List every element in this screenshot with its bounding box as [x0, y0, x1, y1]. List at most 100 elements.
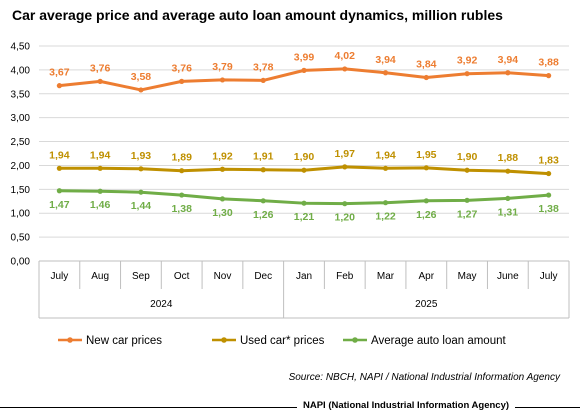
x-tick-label: Aug	[91, 271, 109, 282]
data-point	[382, 200, 389, 206]
data-label: 1,92	[212, 150, 233, 162]
data-point	[138, 189, 144, 195]
data-label: 1,83	[538, 155, 559, 167]
data-label: 3,79	[212, 61, 233, 73]
data-point	[342, 164, 348, 170]
legend-swatch-marker	[221, 337, 227, 343]
data-label: 1,44	[131, 200, 152, 212]
data-label: 1,90	[294, 151, 315, 163]
y-tick-label: 4,00	[11, 65, 31, 76]
year-label: 2024	[150, 299, 173, 310]
y-tick-label: 4,50	[11, 42, 31, 53]
data-label: 1,94	[49, 149, 70, 161]
data-point	[382, 165, 389, 171]
data-label: 1,21	[294, 211, 315, 223]
data-label: 3,78	[253, 61, 274, 73]
data-label: 3,99	[294, 51, 315, 63]
data-point	[423, 74, 429, 81]
data-labels: 3,67 3,76 3,58 3,76 3,79 3,78 3,99 4,02 3,94 3,84…	[49, 50, 559, 224]
data-label: 1,91	[253, 151, 274, 163]
data-point	[464, 71, 470, 77]
data-label: 3,76	[90, 62, 111, 74]
data-label: 1,93	[131, 150, 152, 162]
grid-lines	[39, 45, 569, 238]
data-label: 1,26	[253, 209, 274, 221]
data-label: 1,26	[416, 209, 437, 221]
data-label: 1,95	[416, 149, 437, 161]
data-point	[301, 67, 307, 73]
data-point	[219, 166, 226, 172]
data-label: 1,94	[375, 149, 396, 161]
data-point	[464, 197, 470, 203]
data-point	[179, 168, 185, 174]
data-label: 1,47	[49, 199, 70, 211]
data-point	[179, 78, 185, 84]
x-tick-label: Dec	[254, 271, 272, 282]
data-point	[423, 198, 429, 204]
data-label: 1,22	[375, 211, 396, 223]
data-point	[423, 165, 429, 171]
x-tick-label: Oct	[174, 271, 190, 282]
x-axis: July Aug Sep Oct Nov Dec Jan Feb Mar Apr May June Ju…	[38, 260, 570, 319]
data-label: 3,58	[131, 71, 152, 83]
data-label: 1,46	[90, 199, 111, 211]
data-label: 3,94	[375, 54, 396, 66]
data-point	[260, 198, 266, 204]
data-label: 1,94	[90, 149, 111, 161]
data-point	[56, 165, 62, 171]
x-tick-label: Feb	[336, 271, 354, 282]
data-point	[260, 167, 266, 173]
y-tick-label: 2,50	[11, 137, 31, 148]
data-point	[301, 167, 307, 173]
data-label: 1,30	[212, 207, 233, 219]
data-label: 3,76	[171, 62, 192, 74]
data-label: 1,97	[335, 148, 356, 160]
legend-label: New car prices	[86, 335, 162, 347]
data-point	[505, 195, 511, 202]
data-point	[97, 188, 103, 194]
data-label: 3,84	[416, 59, 437, 71]
y-tick-label: 3,00	[11, 113, 31, 124]
data-point	[56, 188, 62, 194]
data-label: 1,20	[335, 212, 356, 224]
footer-divider	[0, 407, 580, 408]
data-label: 3,88	[538, 57, 559, 69]
x-tick-label: Nov	[214, 271, 232, 282]
data-label: 1,89	[171, 152, 192, 164]
x-tick-label: Jan	[296, 271, 312, 282]
data-label: 3,67	[49, 67, 70, 79]
data-label: 1,31	[498, 206, 519, 218]
year-label: 2025	[415, 299, 438, 310]
x-tick-label: Apr	[419, 271, 435, 282]
legend-swatch-marker	[67, 337, 73, 343]
y-tick-label: 1,00	[11, 209, 31, 220]
data-point	[219, 77, 226, 83]
data-point	[382, 70, 389, 76]
series-lines	[56, 66, 552, 207]
y-tick-label: 0,00	[11, 257, 31, 268]
data-point	[464, 167, 470, 173]
data-point	[301, 200, 307, 206]
data-point	[56, 83, 62, 89]
x-tick-label: Mar	[377, 271, 395, 282]
chart-title: Car average price and average auto loan …	[12, 7, 503, 23]
data-point	[505, 168, 511, 174]
footer-label: NAPI (National Industrial Information Ag…	[297, 400, 516, 411]
x-tick-label: July	[50, 271, 68, 282]
data-point	[505, 70, 511, 76]
data-point	[546, 73, 552, 79]
data-point	[260, 77, 266, 83]
data-point	[138, 87, 144, 93]
legend: New car prices Used car* prices Average au…	[58, 335, 506, 347]
x-tick-label: Sep	[132, 271, 150, 282]
data-point	[97, 165, 103, 171]
y-axis-tick-labels: 0,00 0,50 1,00 1,50 2,00 2,50 3,00 3,50 4,00 4,50	[11, 42, 31, 268]
data-point	[342, 201, 348, 207]
data-point	[546, 170, 552, 177]
data-point	[342, 66, 348, 72]
data-point	[179, 192, 185, 198]
x-tick-label: July	[540, 271, 558, 282]
legend-label: Used car* prices	[240, 335, 325, 347]
x-tick-label: May	[458, 271, 477, 282]
